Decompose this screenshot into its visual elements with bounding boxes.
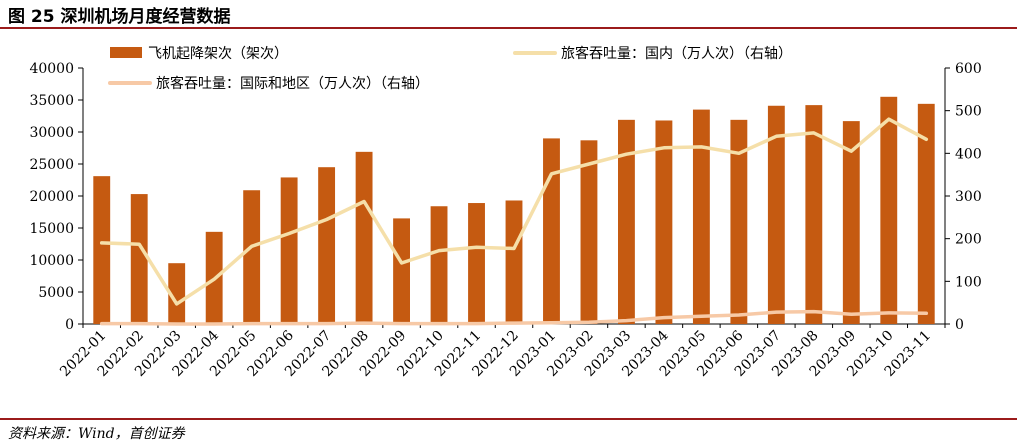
bar [168, 263, 186, 324]
bar [505, 200, 523, 324]
y-right-tick-label: 300 [955, 189, 982, 205]
bar [355, 151, 373, 324]
axes: 0500010000150002000025000300003500040000… [29, 61, 981, 333]
bar [767, 105, 785, 324]
figure-title: 图 25 深圳机场月度经营数据 [8, 7, 231, 27]
bar [805, 105, 823, 325]
bar [130, 194, 148, 324]
bar [393, 218, 410, 324]
y-left-tick-label: 25000 [29, 157, 74, 173]
bar [280, 177, 298, 324]
bar [580, 140, 598, 324]
bar [543, 138, 560, 324]
legend-label: 旅客吞吐量：国内（万人次）（右轴） [561, 45, 792, 62]
y-right-tick-label: 100 [955, 274, 982, 290]
bar [618, 119, 635, 324]
series-line [99, 309, 929, 326]
y-right-tick-label: 500 [955, 104, 982, 120]
legend-swatch-bar [110, 47, 142, 58]
bar [692, 109, 710, 324]
y-left-tick-label: 40000 [29, 61, 74, 77]
bar-series [93, 96, 935, 325]
y-left-tick-label: 15000 [29, 221, 74, 237]
legend: 飞机起降架次（架次） 旅客吞吐量：国内（万人次）（右轴） 旅客吞吐量：国际和地区（万… [108, 45, 792, 92]
bar [880, 96, 898, 324]
bar [730, 119, 748, 324]
bar [93, 176, 111, 324]
bar [318, 167, 336, 324]
y-left-tick-label: 30000 [29, 125, 74, 141]
y-left-tick-label: 20000 [29, 189, 74, 205]
series-line [99, 117, 929, 306]
y-right-tick-label: 200 [955, 232, 982, 248]
source-note: 资料来源：Wind，首创证券 [8, 426, 185, 442]
y-left-tick-label: 0 [65, 317, 74, 333]
x-tick-labels: 2022-012022-022022-032022-042022-052022-… [57, 327, 934, 380]
bar [917, 103, 935, 324]
y-left-tick-label: 5000 [38, 285, 74, 301]
legend-label: 旅客吞吐量：国际和地区（万人次）（右轴） [156, 75, 429, 92]
y-left-tick-label: 10000 [29, 253, 74, 269]
y-left-tick-label: 35000 [29, 93, 74, 109]
bar [842, 121, 860, 325]
y-right-tick-label: 0 [955, 317, 964, 333]
title-rule [0, 27, 1017, 29]
source-rule [0, 418, 1017, 420]
y-right-tick-label: 400 [955, 146, 982, 162]
line-series [99, 117, 929, 326]
bar [430, 206, 448, 324]
bar [243, 190, 261, 324]
bar [655, 120, 673, 324]
chart: 0500010000150002000025000300003500040000… [29, 45, 981, 380]
y-right-tick-label: 600 [955, 61, 982, 77]
legend-label: 飞机起降架次（架次） [148, 46, 288, 62]
bar [468, 203, 485, 324]
